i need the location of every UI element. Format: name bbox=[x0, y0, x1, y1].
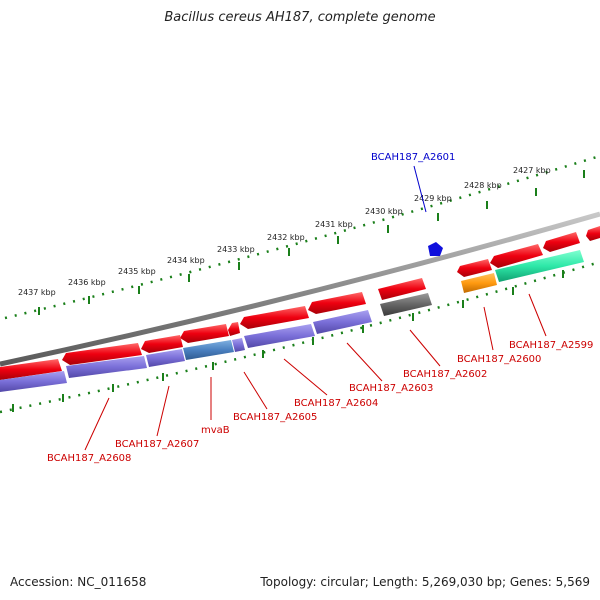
gene-feature[interactable] bbox=[490, 244, 543, 268]
kbp-label: 2428 kbp bbox=[464, 181, 502, 190]
gene-feature-mvaB[interactable] bbox=[183, 340, 234, 360]
kbp-label: 2435 kbp bbox=[118, 267, 156, 276]
kbp-label: 2434 kbp bbox=[167, 256, 205, 265]
forward-strand-track bbox=[0, 226, 600, 380]
label-leaders bbox=[84, 293, 547, 451]
gene-feature[interactable] bbox=[308, 292, 366, 314]
gene-feature[interactable] bbox=[62, 343, 142, 365]
gene-label-A2600[interactable]: BCAH187_A2600 bbox=[457, 354, 541, 365]
gene-feature-A2607[interactable] bbox=[146, 349, 185, 367]
gene-label-A2605[interactable]: BCAH187_A2605 bbox=[233, 412, 317, 423]
kbp-ruler bbox=[4, 154, 600, 320]
gene-feature-A2604[interactable] bbox=[244, 324, 315, 348]
kbp-label: 2436 kbp bbox=[68, 278, 106, 287]
gene-feature[interactable] bbox=[543, 232, 580, 252]
genome-summary-text: Topology: circular; Length: 5,269,030 bp… bbox=[260, 575, 590, 589]
gene-feature[interactable] bbox=[240, 306, 309, 329]
gene-label-A2599[interactable]: BCAH187_A2599 bbox=[509, 340, 593, 351]
gene-feature-A2601[interactable] bbox=[428, 242, 443, 256]
gene-label-A2602[interactable]: BCAH187_A2602 bbox=[403, 369, 487, 380]
map-title: Bacillus cereus AH187, complete genome bbox=[164, 10, 436, 25]
kbp-label: 2429 kbp bbox=[414, 194, 452, 203]
gene-feature[interactable] bbox=[378, 278, 426, 300]
kbp-label: 2431 kbp bbox=[315, 220, 353, 229]
kbp-label: 2430 kbp bbox=[365, 207, 403, 216]
gene-feature-A2603[interactable] bbox=[313, 310, 372, 334]
kbp-label: 2433 kbp bbox=[217, 245, 255, 254]
gene-feature-A2608[interactable] bbox=[66, 356, 147, 378]
gene-feature-A2605[interactable] bbox=[232, 338, 245, 352]
reverse-strand-track bbox=[0, 250, 584, 392]
gene-feature-A2600[interactable] bbox=[461, 273, 497, 293]
genome-backbone bbox=[0, 211, 600, 367]
gene-label-A2601[interactable]: BCAH187_A2601 bbox=[371, 152, 455, 163]
gene-label-mvaB[interactable]: mvaB bbox=[201, 425, 230, 436]
gene-feature[interactable] bbox=[457, 259, 492, 277]
gene-feature[interactable] bbox=[0, 359, 62, 380]
accession-text: Accession: NC_011658 bbox=[10, 575, 147, 589]
gene-label-A2608[interactable]: BCAH187_A2608 bbox=[47, 453, 131, 464]
gene-label-A2603[interactable]: BCAH187_A2603 bbox=[349, 383, 433, 394]
gene-feature-A2599[interactable] bbox=[495, 250, 584, 282]
kbp-label: 2432 kbp bbox=[267, 233, 305, 242]
kbp-label: 2427 kbp bbox=[513, 166, 551, 175]
gene-feature[interactable] bbox=[586, 226, 600, 241]
gene-feature[interactable] bbox=[141, 335, 183, 353]
gene-feature[interactable] bbox=[0, 371, 67, 392]
gene-feature[interactable] bbox=[180, 324, 229, 343]
gene-label-A2604[interactable]: BCAH187_A2604 bbox=[294, 398, 378, 409]
inner-ruler bbox=[0, 260, 600, 414]
kbp-label: 2437 kbp bbox=[18, 288, 56, 297]
gene-feature-A2602[interactable] bbox=[380, 293, 432, 316]
gene-feature[interactable] bbox=[228, 322, 240, 336]
gene-label-A2607[interactable]: BCAH187_A2607 bbox=[115, 439, 199, 450]
label-leader-A2601 bbox=[413, 165, 427, 213]
